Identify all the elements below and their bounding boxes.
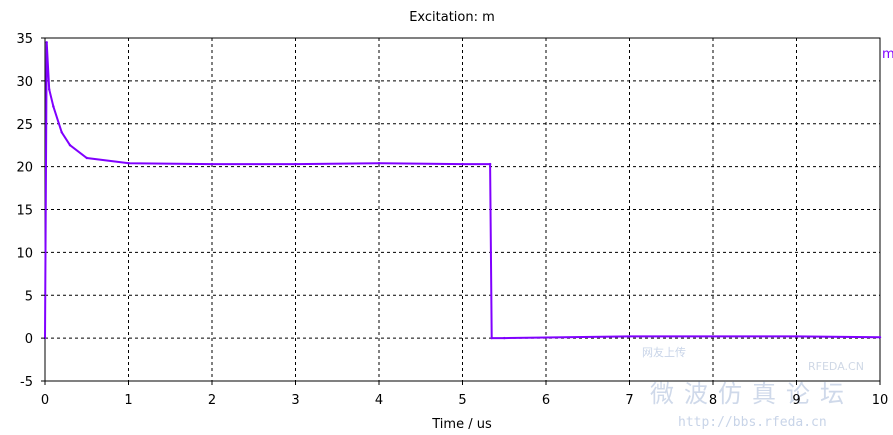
watermark-url: http://bbs.rfeda.cn bbox=[678, 415, 827, 430]
data-point bbox=[210, 162, 214, 166]
data-point bbox=[294, 162, 297, 166]
x-tick-label: 4 bbox=[375, 393, 383, 408]
watermark-title: 微波仿真论坛 bbox=[650, 380, 854, 408]
data-point bbox=[503, 336, 506, 340]
y-tick-label: 15 bbox=[16, 204, 33, 219]
data-point bbox=[68, 144, 72, 147]
data-point bbox=[45, 41, 48, 44]
data-point bbox=[377, 162, 381, 165]
data-point bbox=[490, 336, 493, 340]
series-layer bbox=[43, 41, 882, 340]
series-line-m bbox=[44, 42, 881, 340]
x-tick-label: 1 bbox=[124, 393, 132, 408]
data-point bbox=[461, 162, 464, 166]
y-tick-label: 25 bbox=[16, 118, 33, 133]
x-tick-label: 9 bbox=[792, 393, 800, 408]
x-tick-label: 5 bbox=[458, 393, 466, 408]
data-point bbox=[52, 105, 55, 108]
watermark-small-text: 网友上传 bbox=[642, 345, 686, 359]
data-point bbox=[85, 156, 89, 160]
data-point bbox=[795, 335, 798, 338]
watermark-brand: RFEDA.CN bbox=[808, 360, 864, 373]
legend-entry-m: m bbox=[882, 47, 893, 62]
x-tick-label: 0 bbox=[41, 393, 49, 408]
y-tick-label: 5 bbox=[25, 289, 33, 304]
y-tick-label: 0 bbox=[25, 332, 33, 347]
data-point bbox=[878, 336, 882, 339]
x-tick-label: 10 bbox=[872, 393, 889, 408]
x-tick-label: 3 bbox=[291, 393, 299, 408]
x-tick-label: 6 bbox=[542, 393, 550, 408]
y-tick-label: 30 bbox=[16, 75, 33, 90]
y-tick-label: 20 bbox=[16, 161, 33, 176]
chart-title: Excitation: m bbox=[409, 10, 495, 25]
x-tick-label: 8 bbox=[709, 393, 717, 408]
watermark: 网友上传 RFEDA.CN 微波仿真论坛 http://bbs.rfeda.cn bbox=[642, 345, 864, 430]
data-point bbox=[60, 131, 63, 134]
axes: 0 1 2 3 4 5 6 7 8 9 10 -5 0 5 10 15 20 25 30 35 bbox=[16, 32, 888, 408]
data-point bbox=[48, 88, 51, 91]
data-point bbox=[488, 162, 492, 166]
data-point bbox=[628, 335, 631, 338]
y-tick-label: 10 bbox=[16, 246, 33, 261]
grid bbox=[45, 38, 880, 381]
data-point bbox=[127, 162, 130, 165]
x-axis-label: Time / us bbox=[431, 417, 492, 432]
x-tick-label: 7 bbox=[625, 393, 633, 408]
y-tick-label: -5 bbox=[20, 375, 33, 390]
x-tick-label: 2 bbox=[208, 393, 216, 408]
y-tick-label: 35 bbox=[16, 32, 33, 47]
